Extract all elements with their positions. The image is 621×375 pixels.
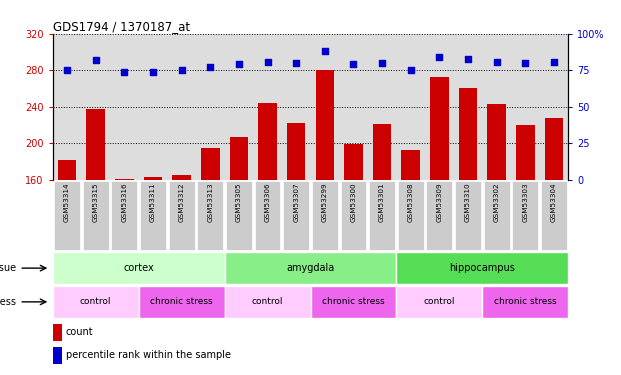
FancyBboxPatch shape (138, 286, 225, 318)
Text: hippocampus: hippocampus (450, 263, 515, 273)
Text: GDS1794 / 1370187_at: GDS1794 / 1370187_at (53, 20, 190, 33)
Point (348, 62, 358, 68)
Bar (287, 123, 306, 180)
Text: GSM53306: GSM53306 (265, 182, 271, 222)
FancyBboxPatch shape (455, 182, 481, 250)
FancyBboxPatch shape (396, 252, 568, 284)
Text: GSM53316: GSM53316 (121, 182, 127, 222)
FancyBboxPatch shape (53, 286, 138, 318)
Point (549, 58, 559, 64)
Text: GSM53300: GSM53300 (350, 182, 356, 222)
FancyBboxPatch shape (283, 182, 309, 250)
FancyBboxPatch shape (140, 182, 166, 250)
FancyBboxPatch shape (54, 182, 80, 250)
Bar (58, 160, 76, 180)
Point (520, 60, 530, 66)
Text: GSM53305: GSM53305 (236, 182, 242, 222)
Text: control: control (424, 297, 455, 306)
Text: GSM53301: GSM53301 (379, 182, 385, 222)
Point (234, 62, 244, 68)
FancyBboxPatch shape (225, 252, 396, 284)
Bar (53, 346, 62, 364)
FancyBboxPatch shape (541, 182, 567, 250)
Bar (86, 109, 105, 180)
Point (492, 58, 502, 64)
Text: GSM53312: GSM53312 (179, 182, 184, 222)
Text: cortex: cortex (124, 263, 154, 273)
Point (62, 67, 72, 73)
FancyBboxPatch shape (310, 286, 396, 318)
Text: GSM53310: GSM53310 (465, 182, 471, 222)
Bar (516, 125, 535, 180)
Point (177, 67, 187, 73)
FancyBboxPatch shape (484, 182, 509, 250)
Text: GSM53313: GSM53313 (207, 182, 213, 222)
Bar (459, 88, 478, 180)
Text: tissue: tissue (0, 263, 17, 273)
Point (435, 54, 445, 60)
Text: control: control (252, 297, 283, 306)
Text: GSM53314: GSM53314 (64, 182, 70, 222)
Bar (173, 174, 191, 180)
Text: GSM53308: GSM53308 (408, 182, 414, 222)
Bar (201, 148, 220, 180)
Text: control: control (80, 297, 112, 306)
FancyBboxPatch shape (225, 286, 310, 318)
Bar (545, 118, 563, 180)
FancyBboxPatch shape (340, 182, 366, 250)
FancyBboxPatch shape (312, 182, 338, 250)
Bar (53, 324, 62, 340)
Text: GSM53311: GSM53311 (150, 182, 156, 222)
Point (291, 60, 301, 66)
Bar (430, 77, 448, 180)
Text: GSM53315: GSM53315 (93, 182, 99, 222)
Point (119, 69, 129, 75)
Text: amygdala: amygdala (286, 263, 335, 273)
Text: GSM53309: GSM53309 (437, 182, 442, 222)
Text: chronic stress: chronic stress (494, 297, 556, 306)
Bar (344, 144, 363, 180)
FancyBboxPatch shape (396, 286, 483, 318)
Point (406, 67, 415, 73)
Point (463, 56, 473, 62)
FancyBboxPatch shape (427, 182, 452, 250)
Text: GSM53307: GSM53307 (293, 182, 299, 222)
FancyBboxPatch shape (53, 252, 225, 284)
FancyBboxPatch shape (369, 182, 395, 250)
Text: GSM53303: GSM53303 (522, 182, 528, 222)
Bar (258, 103, 277, 180)
Text: stress: stress (0, 297, 17, 307)
Text: chronic stress: chronic stress (322, 297, 385, 306)
FancyBboxPatch shape (255, 182, 281, 250)
Bar (487, 104, 506, 180)
FancyBboxPatch shape (512, 182, 538, 250)
Point (377, 60, 387, 66)
Text: GSM53299: GSM53299 (322, 182, 328, 222)
FancyBboxPatch shape (169, 182, 194, 250)
Point (263, 58, 273, 64)
FancyBboxPatch shape (112, 182, 137, 250)
Text: percentile rank within the sample: percentile rank within the sample (66, 350, 230, 360)
FancyBboxPatch shape (483, 286, 568, 318)
Bar (115, 179, 134, 180)
Bar (373, 124, 391, 180)
Text: count: count (66, 327, 93, 338)
FancyBboxPatch shape (226, 182, 252, 250)
FancyBboxPatch shape (197, 182, 223, 250)
Text: GSM53302: GSM53302 (494, 182, 500, 222)
Bar (315, 70, 334, 180)
Text: chronic stress: chronic stress (150, 297, 213, 306)
Text: GSM53304: GSM53304 (551, 182, 557, 222)
Bar (401, 150, 420, 180)
FancyBboxPatch shape (398, 182, 424, 250)
Bar (143, 177, 162, 180)
Point (206, 64, 215, 70)
Point (320, 48, 330, 54)
Bar (230, 137, 248, 180)
Point (91, 57, 101, 63)
Point (148, 69, 158, 75)
FancyBboxPatch shape (83, 182, 109, 250)
